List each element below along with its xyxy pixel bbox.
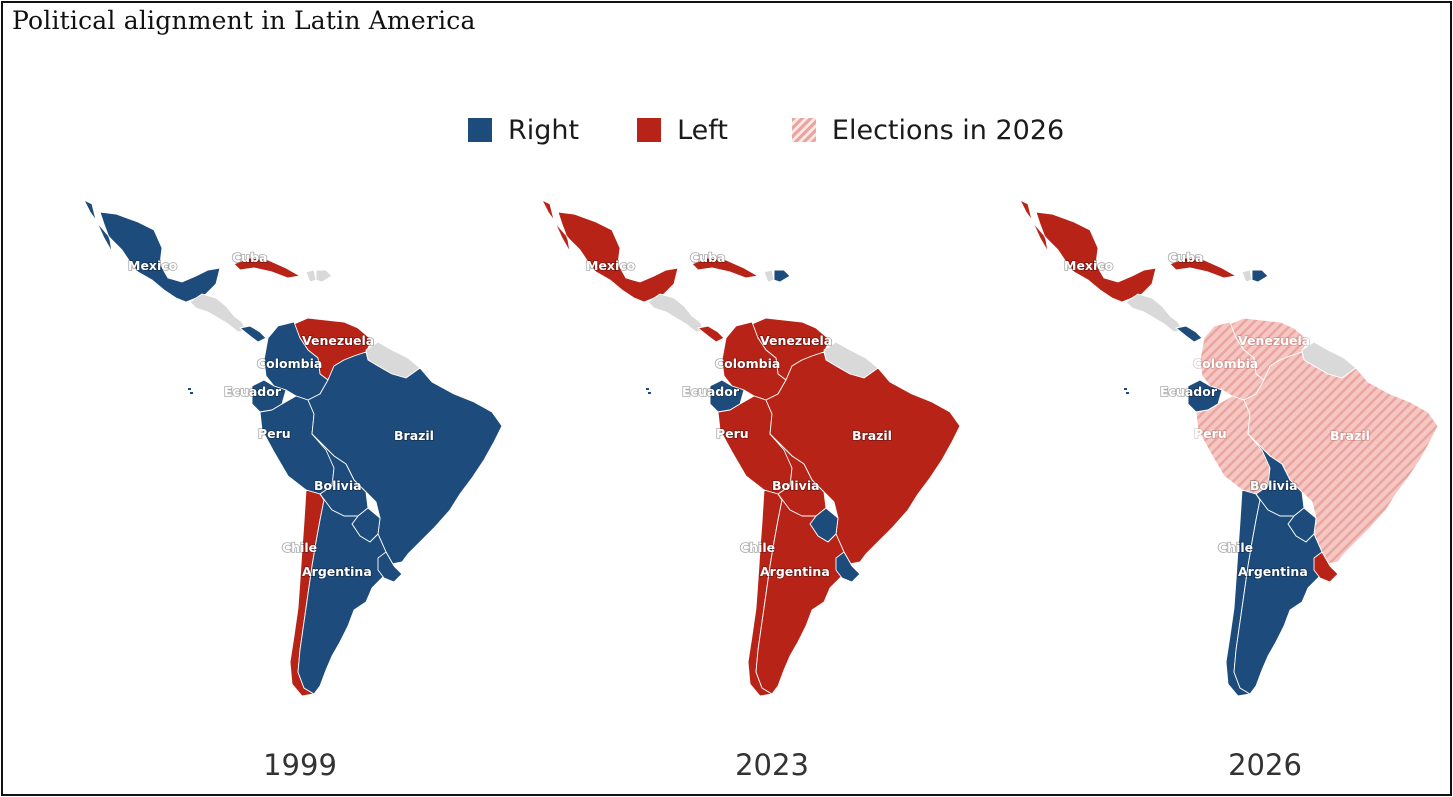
country-label-argentina-2026: Argentina [1238, 564, 1308, 579]
country-label-peru-1999: Peru [258, 426, 291, 441]
country-panama-2026 [1175, 325, 1203, 343]
galapagos-islands-mark [1126, 392, 1129, 394]
country-label-mexico-2023: Mexico [586, 258, 636, 273]
page-title: Political alignment in Latin America [12, 6, 476, 35]
map-1999: Mexico Cuba Venezuela Colombia Ecuador Peru Br… [83, 199, 503, 697]
country-label-argentina-2023: Argentina [760, 564, 830, 579]
country-panama-2023 [697, 325, 725, 343]
country-uruguay-2023 [835, 551, 861, 583]
country-hispaniola-east-2023 [773, 269, 791, 283]
legend-item-elections: Elections in 2026 [791, 114, 1065, 146]
country-hispaniola-west-2023 [763, 269, 775, 283]
legend-item-left: Left [637, 115, 728, 146]
year-label-2023: 2023 [735, 748, 809, 782]
country-label-venezuela-1999: Venezuela [302, 333, 374, 348]
country-label-brazil-2026: Brazil [1330, 428, 1370, 443]
country-label-ecuador-1999: Ecuador [224, 384, 282, 399]
legend-swatch-right [468, 118, 492, 142]
country-hispaniola-east-2026 [1251, 269, 1269, 283]
country-label-ecuador-2023: Ecuador [682, 384, 740, 399]
country-label-peru-2026: Peru [1194, 426, 1227, 441]
country-label-peru-2023: Peru [716, 426, 749, 441]
country-label-brazil-2023: Brazil [852, 428, 892, 443]
year-label-2026: 2026 [1228, 748, 1302, 782]
country-uruguay-1999 [377, 551, 403, 583]
country-cuba-2023 [691, 257, 759, 279]
country-label-chile-2023: Chile [740, 540, 775, 555]
country-label-venezuela-2026: Venezuela [1238, 333, 1310, 348]
country-label-venezuela-2023: Venezuela [760, 333, 832, 348]
country-central-america-2026 [1125, 293, 1183, 333]
country-label-mexico-1999: Mexico [128, 258, 178, 273]
galapagos-islands-mark [648, 392, 651, 394]
legend-label-left: Left [677, 114, 728, 146]
country-cuba-2026 [1169, 257, 1237, 279]
legend-label-right: Right [508, 114, 580, 146]
country-label-colombia-2023: Colombia [715, 356, 780, 371]
country-label-colombia-1999: Colombia [257, 356, 322, 371]
country-label-cuba-2026: Cuba [1168, 250, 1203, 265]
country-label-chile-1999: Chile [282, 540, 317, 555]
country-label-cuba-1999: Cuba [232, 250, 267, 265]
country-mexico-2023 [541, 199, 679, 303]
legend-swatch-left [637, 118, 662, 142]
country-label-colombia-2026: Colombia [1193, 356, 1258, 371]
galapagos-islands-mark [1124, 388, 1127, 390]
country-label-argentina-1999: Argentina [302, 564, 372, 579]
legend-swatch-elections [791, 118, 816, 142]
country-argentina-2026 [1233, 493, 1331, 695]
map-2026: Mexico Cuba Venezuela Colombia Ecuador Peru Br… [1019, 199, 1439, 697]
country-uruguay-2026 [1313, 551, 1339, 583]
country-label-cuba-2023: Cuba [690, 250, 725, 265]
country-label-mexico-2026: Mexico [1064, 258, 1114, 273]
country-mexico-2026 [1019, 199, 1157, 303]
country-argentina-1999 [297, 493, 395, 695]
legend-label-elections: Elections in 2026 [831, 114, 1065, 146]
country-label-bolivia-2023: Bolivia [772, 478, 820, 493]
country-hispaniola-west-2026 [1241, 269, 1253, 283]
country-label-bolivia-1999: Bolivia [314, 478, 362, 493]
country-hispaniola-west-1999 [305, 269, 317, 283]
country-label-chile-2026: Chile [1218, 540, 1253, 555]
country-mexico-1999 [83, 199, 221, 303]
country-label-ecuador-2026: Ecuador [1160, 384, 1218, 399]
galapagos-islands-mark [190, 392, 193, 394]
country-label-bolivia-2026: Bolivia [1250, 478, 1298, 493]
country-hispaniola-east-1999 [315, 269, 333, 283]
country-central-america-2023 [647, 293, 705, 333]
galapagos-islands-mark [646, 388, 649, 390]
country-cuba-1999 [233, 257, 301, 279]
country-panama-1999 [239, 325, 267, 343]
country-label-brazil-1999: Brazil [394, 428, 434, 443]
country-argentina-2023 [755, 493, 853, 695]
legend: Right Left Elections in 2026 [468, 112, 1064, 148]
galapagos-islands-mark [188, 388, 191, 390]
country-central-america-1999 [189, 293, 247, 333]
map-2023: Mexico Cuba Venezuela Colombia Ecuador Peru Br… [541, 199, 961, 697]
legend-item-right: Right [468, 115, 579, 146]
year-label-1999: 1999 [263, 748, 337, 782]
